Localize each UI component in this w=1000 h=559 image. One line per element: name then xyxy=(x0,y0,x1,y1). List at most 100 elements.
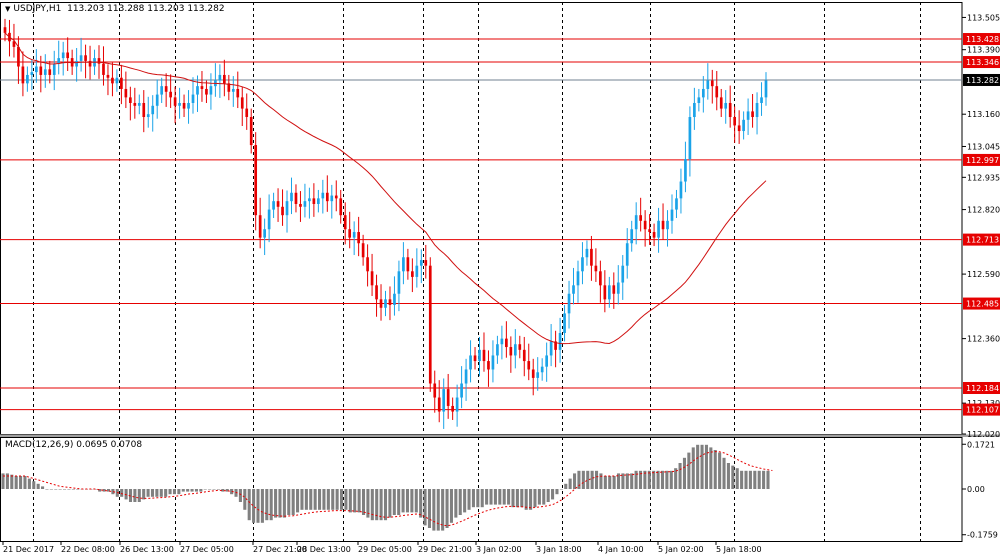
macd-histogram-bar xyxy=(300,489,304,510)
macd-histogram-bar xyxy=(564,483,568,489)
time-tick-label: 3 Jan 18:00 xyxy=(536,545,582,554)
macd-histogram-bar xyxy=(54,489,58,490)
candle-body xyxy=(567,293,571,314)
time-tick-label: 21 Dec 2017 xyxy=(3,545,54,554)
candle-body xyxy=(424,260,428,266)
macd-histogram-bar xyxy=(432,489,436,531)
candle-body xyxy=(151,105,155,115)
macd-histogram-bar xyxy=(713,450,717,489)
macd-histogram-bar xyxy=(313,489,317,510)
candle-body xyxy=(464,369,468,384)
time-tick-label: 28 Dec 13:00 xyxy=(297,545,351,554)
macd-histogram-bar xyxy=(489,489,493,505)
candle-body xyxy=(178,102,181,106)
candle-body xyxy=(218,74,222,81)
macd-histogram-bar xyxy=(608,476,612,489)
price-tick-label: 112.935 xyxy=(967,173,1000,182)
level-tag-label: 112.713 xyxy=(966,236,999,245)
macd-histogram-bar xyxy=(419,489,423,518)
candle-body xyxy=(576,271,580,286)
candle-body xyxy=(285,201,289,216)
price-tick-label: 113.390 xyxy=(967,46,1000,55)
candle-body xyxy=(227,83,231,92)
candle-body xyxy=(120,77,123,89)
candle-body xyxy=(384,299,387,308)
candle-body xyxy=(505,338,508,348)
candle-body xyxy=(581,257,584,272)
candle-body xyxy=(348,229,352,238)
macd-histogram-bar xyxy=(199,489,203,492)
level-tag-label: 113.346 xyxy=(966,58,999,67)
candle-body xyxy=(554,341,557,350)
macd-histogram-bar xyxy=(652,470,656,489)
candle-body xyxy=(397,271,401,294)
macd-histogram-bar xyxy=(63,489,67,490)
macd-histogram-bar xyxy=(704,444,708,489)
symbol-label: USDJPY,H1 xyxy=(13,4,62,14)
macd-histogram-bar xyxy=(397,489,401,515)
macd-header: MACD(12,26,9) 0.0695 0.0708 xyxy=(5,440,142,450)
macd-histogram-bar xyxy=(120,489,124,497)
macd-histogram-bar xyxy=(243,489,247,510)
macd-histogram-bar xyxy=(291,489,295,515)
candle-body xyxy=(446,389,450,406)
macd-histogram-bar xyxy=(230,489,234,495)
macd-histogram-bar xyxy=(375,489,379,521)
candle-body xyxy=(415,265,419,277)
macd-histogram-bar xyxy=(414,489,418,513)
candle-body xyxy=(751,111,754,118)
macd-histogram-bar xyxy=(524,489,528,510)
macd-histogram-bar xyxy=(168,489,172,495)
time-tick-label: 5 Jan 18:00 xyxy=(716,545,762,554)
candle-body xyxy=(388,299,392,305)
candle-body xyxy=(513,344,517,356)
candle-body xyxy=(684,159,687,182)
collapse-triangle-icon[interactable]: ▼ xyxy=(5,5,11,13)
candle-body xyxy=(330,195,334,202)
candle-body xyxy=(160,86,164,95)
candle-body xyxy=(733,117,737,126)
candle-body xyxy=(343,215,347,230)
candle-body xyxy=(527,361,531,370)
candle-body xyxy=(200,86,204,89)
level-tag-label: 113.428 xyxy=(966,35,999,44)
macd-histogram-bar xyxy=(687,452,691,489)
macd-histogram-bar xyxy=(348,489,352,513)
macd-histogram-bar xyxy=(581,470,585,489)
macd-histogram-bar xyxy=(326,489,330,510)
macd-histogram-bar xyxy=(102,489,106,492)
macd-histogram-bar xyxy=(238,489,242,502)
candle-body xyxy=(433,383,437,398)
candle-body xyxy=(209,86,213,95)
candle-body xyxy=(124,88,128,98)
candle-body xyxy=(666,220,669,230)
macd-histogram-bar xyxy=(1,473,5,489)
macd-histogram-bar xyxy=(32,481,36,489)
macd-histogram-bar xyxy=(93,489,97,490)
candle-body xyxy=(607,285,611,300)
macd-histogram-bar xyxy=(696,444,700,489)
macd-histogram-bar xyxy=(216,489,220,490)
candle-body xyxy=(361,243,365,258)
macd-histogram-bar xyxy=(682,457,687,489)
macd-histogram-bar xyxy=(269,489,273,521)
candle-body xyxy=(563,313,566,334)
candle-body xyxy=(370,271,374,286)
macd-histogram-bar xyxy=(555,489,559,495)
macd-histogram-bar xyxy=(559,489,563,490)
macd-histogram-bar xyxy=(709,447,713,489)
macd-histogram-bar xyxy=(502,489,506,505)
candle-body xyxy=(173,97,177,106)
macd-histogram-bar xyxy=(441,489,445,531)
level-tag xyxy=(963,403,1000,416)
candle-body xyxy=(693,102,696,118)
price-tick-label: 113.045 xyxy=(967,142,1000,151)
macd-histogram-bar xyxy=(612,476,616,489)
candle-body xyxy=(460,383,463,398)
candle-body xyxy=(540,366,544,373)
candle-body xyxy=(294,192,298,204)
macd-histogram-bar xyxy=(379,489,383,521)
candle-body xyxy=(549,341,553,356)
macd-histogram-bar xyxy=(274,489,278,518)
